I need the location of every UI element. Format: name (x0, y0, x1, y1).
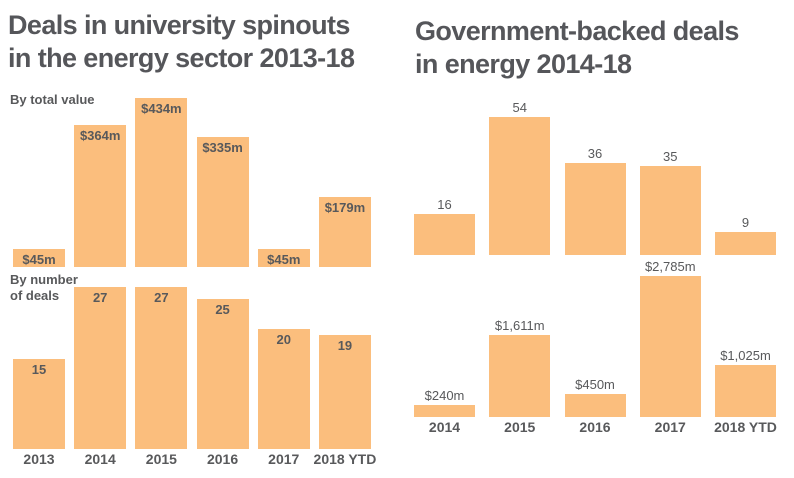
bar-slot-2017: 20 (257, 329, 310, 449)
bar-slot-2016: $335m (196, 137, 249, 267)
bar-value-label-2016: 36 (587, 146, 603, 161)
right-panel-title-line2: in energy 2014-18 (415, 49, 632, 79)
left-count-chart-subtitle-line1: By number (10, 272, 78, 287)
bar-slot-2017: $45m (257, 249, 310, 267)
bar-slot-2015: $434m (135, 98, 188, 267)
bar-value-label-2013: $45m (22, 252, 56, 267)
bar-2018-ytd (715, 232, 776, 255)
bar-slot-2018-ytd: 19 (318, 335, 371, 449)
bar-value-label-2013: 15 (31, 362, 47, 377)
bar-value-label-2017: $2,785m (644, 259, 696, 274)
bar-2014: 27 (74, 287, 127, 449)
bar-slot-2015: $1,611m (489, 318, 551, 417)
left-panel-title: Deals in university spinouts in the ener… (8, 9, 406, 75)
bar-slot-2013: $45m (13, 249, 65, 267)
bar-value-label-2015: 54 (512, 100, 527, 115)
bar-2017: 20 (257, 329, 310, 449)
x-axis-label-2016: 2016 (206, 451, 239, 467)
bar-value-label-2016: 25 (215, 302, 230, 317)
bar-2017 (639, 166, 701, 255)
x-axis-label-2014: 2014 (428, 419, 461, 435)
right-count-chart: 16 54 36 35 9 (414, 100, 776, 255)
x-axis-label-2014: 2014 (84, 451, 116, 467)
bar-slot-2014: $240m (414, 388, 475, 417)
bar-2016: $335m (196, 137, 249, 267)
bar-value-label-2017: 35 (663, 149, 678, 164)
bar-slot-2016: 25 (196, 299, 249, 449)
bar-2015: 27 (135, 287, 188, 449)
bar-slot-2017: $2,785m (639, 259, 701, 417)
bar-2016 (564, 394, 626, 417)
bar-2015 (489, 117, 551, 255)
bar-2013: $45m (13, 249, 65, 267)
bar-value-label-2018-ytd: $1,025m (720, 348, 771, 363)
bar-slot-2014: $364m (74, 125, 127, 267)
bar-value-label-2018-ytd: 9 (741, 215, 750, 230)
x-axis-label-2013: 2013 (23, 451, 55, 467)
bar-value-label-2015: $434m (141, 101, 182, 116)
x-axis-label-2017: 2017 (654, 419, 686, 435)
bar-slot-2014: 27 (74, 287, 127, 449)
left-value-chart-subtitle: By total value (10, 92, 95, 107)
bar-2017 (639, 276, 701, 417)
bar-2014: $364m (74, 125, 127, 267)
bar-value-label-2014: 27 (92, 290, 108, 305)
bar-slot-2016: 36 (564, 146, 626, 255)
bar-value-label-2017: 20 (276, 332, 291, 347)
bar-value-label-2016: $335m (202, 140, 243, 155)
bar-slot-2016: $450m (564, 377, 626, 417)
x-axis-label-2018-ytd: 2018 YTD (313, 451, 377, 467)
x-axis-label-2015: 2015 (504, 419, 536, 435)
bar-slot-2015: 27 (135, 287, 188, 449)
bar-slot-2014: 16 (414, 197, 475, 255)
bar-2015: $434m (135, 98, 188, 267)
bar-2018-ytd: $179m (318, 197, 371, 267)
x-axis-label-2018-ytd: 2018 YTD (714, 419, 777, 435)
right-value-chart: $240m $1,611m $450m $2,785m $1,025m (414, 259, 776, 417)
bar-2016 (564, 163, 626, 255)
bar-2014 (414, 214, 475, 255)
bar-value-label-2014: $240m (424, 388, 465, 403)
right-panel-title: Government-backed deals in energy 2014-1… (415, 15, 793, 81)
left-count-chart-subtitle-line2: of deals (10, 288, 60, 303)
bar-value-label-2015: 27 (154, 290, 169, 305)
bar-value-label-2017: $45m (267, 252, 301, 267)
left-panel-title-line1: Deals in university spinouts (8, 10, 350, 40)
bar-2017: $45m (257, 249, 310, 267)
bar-value-label-2018-ytd: $179m (324, 200, 366, 215)
bar-value-label-2014: 16 (437, 197, 452, 212)
bar-slot-2018-ytd: 9 (715, 215, 776, 255)
bar-2013: 15 (13, 359, 65, 449)
left-panel-title-line2: in the energy sector 2013-18 (8, 43, 355, 73)
bar-slot-2017: 35 (639, 149, 701, 255)
x-axis-label-2017: 2017 (268, 451, 300, 467)
left-x-axis: 2013 2014 2015 2016 2017 2018 YTD (13, 451, 377, 467)
bar-2018-ytd: 19 (318, 335, 371, 449)
left-value-chart: $45m $364m $434m $335m $45m $179m (13, 98, 371, 267)
left-count-chart-subtitle: By number of deals (10, 272, 78, 304)
bar-value-label-2018-ytd: 19 (337, 338, 353, 353)
bar-slot-2018-ytd: $1,025m (715, 348, 776, 417)
bar-2016: 25 (196, 299, 249, 449)
left-count-chart: 15 27 27 25 20 19 (13, 287, 371, 449)
bar-2015 (489, 335, 551, 417)
bar-slot-2013: 15 (13, 359, 65, 449)
bar-2018-ytd (715, 365, 776, 417)
right-x-axis: 2014 2015 2016 2017 2018 YTD (414, 419, 777, 435)
bar-2014 (414, 405, 475, 417)
bar-slot-2015: 54 (489, 100, 551, 255)
x-axis-label-2015: 2015 (145, 451, 177, 467)
right-panel-title-line1: Government-backed deals (415, 16, 739, 46)
bar-value-label-2014: $364m (79, 128, 121, 143)
x-axis-label-2016: 2016 (579, 419, 611, 435)
bar-value-label-2015: $1,611m (494, 318, 545, 333)
bar-value-label-2016: $450m (575, 377, 615, 392)
bar-slot-2018-ytd: $179m (318, 197, 371, 267)
